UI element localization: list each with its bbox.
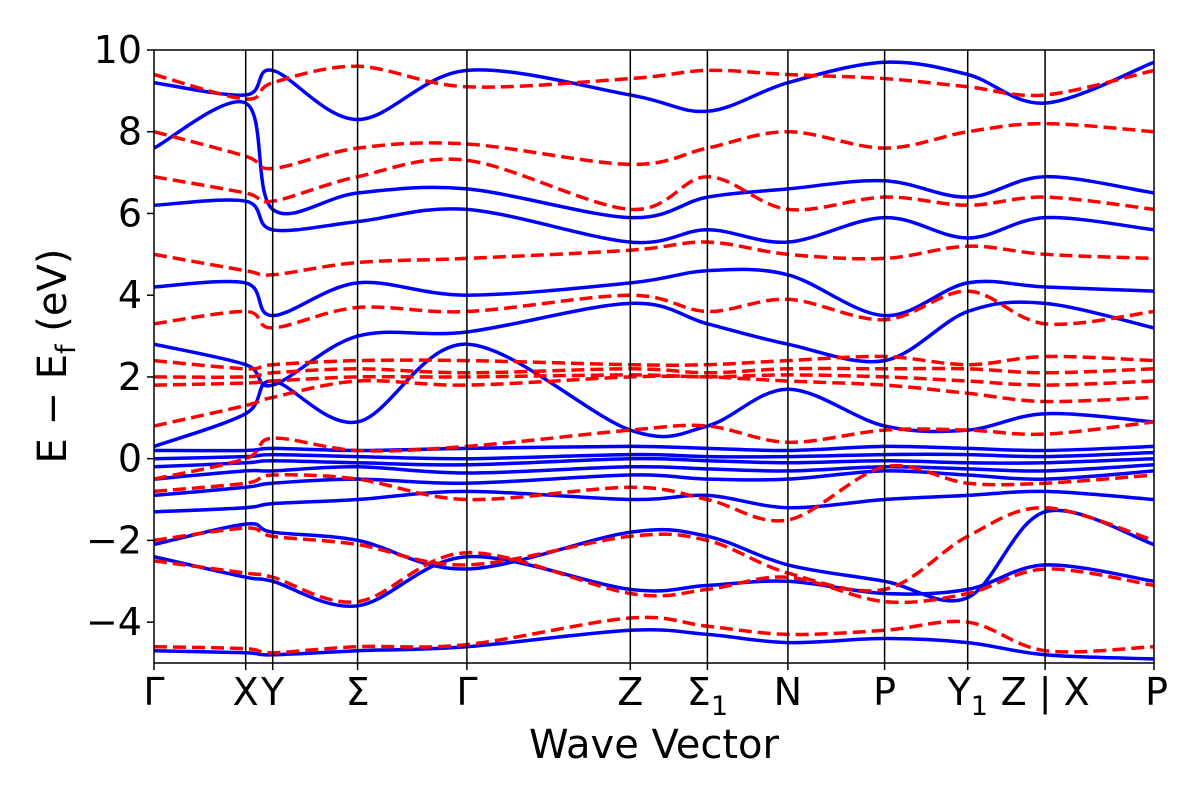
y-tick-label: 8 (118, 110, 142, 154)
x-tick-label-main: Z (617, 670, 643, 714)
x-tick-label: Z | X (1001, 670, 1090, 715)
solid-band-14 (154, 99, 1154, 220)
y-tick-label: −2 (86, 518, 142, 562)
y-axis-label-subscript: f (51, 343, 82, 354)
y-axis: −4 −2 0 2 4 6 8 10 (86, 28, 154, 644)
dashed-band-14 (154, 64, 1154, 101)
y-tick-label: 4 (118, 273, 142, 317)
dashed-band-5 (154, 420, 1154, 481)
y-axis-label-unit: (eV) (30, 249, 76, 345)
x-tick-label-subscript: 1 (711, 691, 728, 722)
y-axis-label: E − Ef (eV) (30, 249, 82, 464)
x-tick-label: Γ (456, 670, 477, 714)
y-axis-label-main: E − E (30, 354, 76, 464)
x-axis-label: Wave Vector (529, 722, 780, 768)
x-tick-label: Σ1 (687, 670, 728, 722)
x-tick-label: Y1 (946, 670, 987, 722)
y-tick-label: −4 (86, 600, 142, 644)
x-tick-label-main: P (1145, 670, 1168, 714)
x-tick-label-main: P (873, 670, 896, 714)
x-tick-label-main: Σ (687, 670, 711, 714)
x-tick-label-main: Σ (346, 670, 370, 714)
x-tick-label-main: Y (946, 670, 971, 714)
x-tick-label-main: Z | X (1001, 670, 1090, 715)
x-tick-label-main: N (774, 670, 802, 714)
plot-frame (153, 49, 1155, 664)
y-tick-label: 0 (118, 437, 142, 481)
x-tick-label: P (873, 670, 896, 714)
x-tick-label: N (774, 670, 802, 714)
x-tick-label: Y (260, 670, 285, 714)
x-tick-label-main: Y (260, 670, 285, 714)
kpoint-lines (244, 50, 1046, 663)
x-tick-label: Z (617, 670, 643, 714)
y-tick-label: 2 (118, 355, 142, 399)
y-tick-label: 10 (94, 28, 142, 72)
x-tick-label: P (1145, 670, 1168, 714)
x-tick-label: X (233, 670, 259, 714)
x-tick-label-main: Γ (456, 670, 477, 714)
x-tick-label-main: X (233, 670, 259, 714)
x-tick-label: Γ (143, 670, 164, 714)
x-tick-label: Σ (346, 670, 370, 714)
y-tick-label: 6 (118, 191, 142, 235)
x-tick-label-main: Γ (143, 670, 164, 714)
x-tick-label-subscript: 1 (971, 691, 988, 722)
